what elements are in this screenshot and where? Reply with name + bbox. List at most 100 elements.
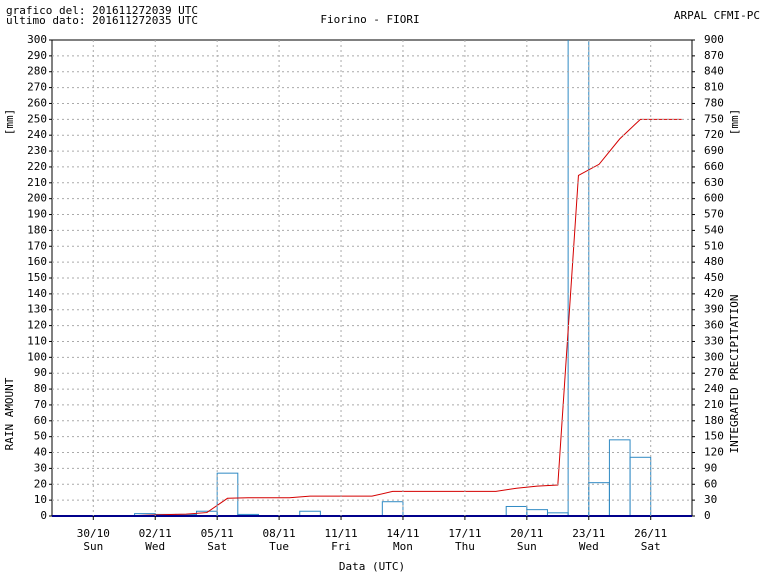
- y-tick-label: 150: [27, 271, 47, 284]
- y-tick-label: 180: [27, 223, 47, 236]
- x-tick-label: 08/11: [263, 527, 296, 540]
- y-tick-label: 210: [27, 176, 47, 189]
- y2-tick-label: 360: [704, 319, 724, 332]
- x-tick-weekday: Thu: [455, 540, 475, 553]
- bar: [629, 456, 652, 517]
- x-tick-label: 23/11: [572, 527, 605, 540]
- x-tick-weekday: Wed: [145, 540, 165, 553]
- x-tick-weekday: Sun: [517, 540, 537, 553]
- y2-tick-label: 870: [704, 49, 724, 62]
- y-tick-label: 300: [27, 33, 47, 46]
- y-tick-label: 30: [34, 461, 47, 474]
- chart-title: Fiorino - FIORI: [320, 13, 419, 26]
- y2-tick-label: 270: [704, 366, 724, 379]
- y-tick-label: 0: [40, 509, 47, 522]
- y2-tick-label: 720: [704, 128, 724, 141]
- y2-unit: [mm]: [728, 109, 741, 136]
- bar: [216, 472, 239, 517]
- y2-tick-label: 60: [704, 477, 717, 490]
- y2-tick-label: 480: [704, 255, 724, 268]
- y-tick-label: 260: [27, 96, 47, 109]
- y2-tick-label: 780: [704, 96, 724, 109]
- y-tick-label: 270: [27, 81, 47, 94]
- y2-tick-label: 0: [704, 509, 711, 522]
- y2-tick-label: 900: [704, 33, 724, 46]
- y-tick-label: 170: [27, 239, 47, 252]
- x-tick-label: 11/11: [324, 527, 357, 540]
- y2-tick-label: 450: [704, 271, 724, 284]
- y-tick-label: 230: [27, 144, 47, 157]
- x-tick-weekday: Wed: [579, 540, 599, 553]
- y-tick-label: 20: [34, 477, 47, 490]
- bar: [381, 501, 404, 517]
- y2-axis-label: INTEGRATED PRECIPITATION: [728, 295, 741, 454]
- y2-tick-label: 750: [704, 112, 724, 125]
- line: [62, 118, 682, 517]
- x-tick-weekday: Tue: [269, 540, 289, 553]
- y-unit: [mm]: [3, 109, 16, 136]
- y-tick-label: 100: [27, 350, 47, 363]
- bar: [588, 482, 610, 517]
- y2-tick-label: 30: [704, 493, 717, 506]
- y2-tick-label: 210: [704, 398, 724, 411]
- y2-tick-label: 540: [704, 223, 724, 236]
- y-tick-label: 200: [27, 192, 47, 205]
- x-tick-label: 30/10: [77, 527, 110, 540]
- x-tick-weekday: Mon: [393, 540, 413, 553]
- y-tick-label: 190: [27, 208, 47, 221]
- y2-tick-label: 510: [704, 239, 724, 252]
- y2-tick-label: 600: [704, 192, 724, 205]
- y-tick-label: 110: [27, 334, 47, 347]
- y-tick-label: 70: [34, 398, 47, 411]
- y-tick-label: 160: [27, 255, 47, 268]
- y-tick-label: 280: [27, 65, 47, 78]
- y-tick-label: 80: [34, 382, 47, 395]
- y-tick-label: 50: [34, 430, 47, 443]
- y-tick-label: 60: [34, 414, 47, 427]
- x-tick-label: 14/11: [386, 527, 419, 540]
- y2-tick-label: 90: [704, 461, 717, 474]
- y-tick-label: 90: [34, 366, 47, 379]
- x-tick-weekday: Sun: [83, 540, 103, 553]
- y2-tick-label: 420: [704, 287, 724, 300]
- y2-tick-label: 570: [704, 208, 724, 221]
- y-tick-label: 220: [27, 160, 47, 173]
- plot-area: [52, 40, 692, 517]
- x-tick-label: 02/11: [139, 527, 172, 540]
- y2-tick-label: 180: [704, 414, 724, 427]
- y-tick-label: 130: [27, 303, 47, 316]
- x-tick-label: 05/11: [201, 527, 234, 540]
- source: ARPAL CFMI-PC: [674, 9, 760, 22]
- y2-tick-label: 810: [704, 81, 724, 94]
- x-tick-weekday: Sat: [207, 540, 227, 553]
- y2-tick-label: 330: [704, 334, 724, 347]
- y2-tick-label: 840: [704, 65, 724, 78]
- y-tick-label: 250: [27, 112, 47, 125]
- bar: [505, 505, 528, 517]
- x-tick-label: 20/11: [510, 527, 543, 540]
- y-tick-label: 240: [27, 128, 47, 141]
- x-tick-label: 17/11: [448, 527, 481, 540]
- bar: [608, 439, 631, 517]
- y-tick-label: 40: [34, 446, 47, 459]
- x-tick-label: 26/11: [634, 527, 667, 540]
- last-data: ultimo dato: 201611272035 UTC: [6, 14, 198, 27]
- y2-tick-label: 630: [704, 176, 724, 189]
- bar: [567, 40, 590, 517]
- x-tick-weekday: Fri: [331, 540, 351, 553]
- y-tick-label: 10: [34, 493, 47, 506]
- y-tick-label: 140: [27, 287, 47, 300]
- y2-tick-label: 120: [704, 446, 724, 459]
- x-axis-label: Data (UTC): [339, 560, 405, 573]
- y2-tick-label: 690: [704, 144, 724, 157]
- generated: grafico del: 201611272039 UTC: [6, 4, 198, 17]
- y-tick-label: 290: [27, 49, 47, 62]
- y2-tick-label: 300: [704, 350, 724, 363]
- y-tick-label: 120: [27, 319, 47, 332]
- y2-tick-label: 660: [704, 160, 724, 173]
- x-tick-weekday: Sat: [641, 540, 661, 553]
- y2-tick-label: 150: [704, 430, 724, 443]
- y2-tick-label: 240: [704, 382, 724, 395]
- y-axis-label: RAIN AMOUNT: [3, 377, 16, 450]
